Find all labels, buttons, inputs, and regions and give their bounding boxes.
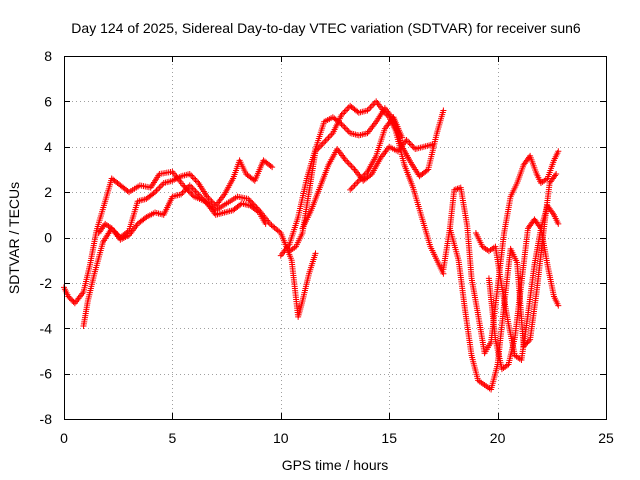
data-point-fill [344, 127, 351, 134]
series-trace-j [472, 202, 562, 364]
data-point [553, 170, 560, 177]
data-point-fill [345, 160, 352, 167]
data-point-fill [67, 296, 74, 303]
data-point-fill [354, 179, 361, 186]
x-tick-label: 0 [60, 430, 68, 446]
data-point-fill [69, 297, 76, 304]
data-point [555, 220, 562, 227]
data-point-fill [367, 104, 374, 111]
data-point [321, 139, 328, 146]
data-point-fill [66, 294, 73, 301]
series-trace-f [299, 136, 436, 232]
data-point-fill [361, 171, 368, 178]
data-point-fill [352, 180, 359, 187]
data-point-fill [342, 107, 349, 114]
y-axis-label: SDTVAR / TECUs [6, 182, 22, 294]
data-point [312, 250, 319, 257]
series-trace-e [286, 98, 447, 277]
data-point-fill [189, 192, 196, 199]
data-point-fill [187, 189, 194, 196]
y-tick-label: 6 [44, 93, 52, 109]
data-point [429, 141, 436, 148]
data-point [440, 107, 447, 114]
y-tick-label: 2 [44, 184, 52, 200]
data-point-fill [319, 140, 326, 147]
data-point-fill [246, 197, 253, 204]
data-point-fill [351, 182, 358, 189]
data-point-fill [157, 183, 164, 190]
data-point-fill [347, 161, 354, 168]
data-point-fill [348, 163, 355, 170]
data-point [269, 164, 276, 171]
data-point-fill [350, 164, 357, 171]
data-point-fill [423, 167, 430, 174]
data-point-fill [410, 144, 417, 151]
y-tick-label: 8 [44, 48, 52, 64]
x-tick-label: 15 [381, 430, 397, 446]
data-point-fill [325, 134, 332, 141]
data-points [61, 98, 562, 393]
data-point-fill [156, 184, 163, 191]
data-point-fill [406, 139, 413, 146]
y-tick-label: -6 [40, 366, 53, 382]
data-point-fill [342, 125, 349, 132]
y-tick-label: 4 [44, 139, 52, 155]
data-point [399, 134, 406, 141]
series-trace-g [347, 114, 406, 193]
y-tick-label: -4 [40, 320, 53, 336]
series-trace-i [446, 170, 560, 393]
series-trace-c [95, 182, 269, 243]
data-point-fill [339, 122, 346, 129]
data-point [65, 293, 72, 300]
x-axis-ticks: 0 5 10 15 20 25 [60, 56, 614, 446]
data-point-fill [188, 172, 195, 179]
data-point-fill [141, 215, 148, 222]
series-trace-d [277, 105, 447, 259]
data-point-fill [368, 102, 375, 109]
chart-title: Day 124 of 2025, Sidereal Day-to-day VTE… [71, 20, 581, 36]
x-tick-label: 25 [598, 430, 614, 446]
data-point-fill [254, 208, 261, 215]
x-tick-label: 5 [169, 430, 177, 446]
data-point-fill [153, 187, 160, 194]
data-point [347, 186, 354, 193]
series-trace-h [440, 148, 562, 357]
data-point-fill [267, 163, 274, 170]
data-point-fill [154, 186, 161, 193]
data-point-fill [326, 133, 333, 140]
data-point [555, 148, 562, 155]
data-point-fill [370, 101, 377, 108]
data-point-fill [191, 175, 198, 182]
data-point-fill [324, 136, 331, 143]
series-trace-k [485, 216, 562, 373]
data-point [180, 182, 187, 189]
data-point-fill [247, 198, 254, 205]
x-tick-label: 20 [490, 430, 506, 446]
data-point-fill [192, 177, 199, 184]
data-point [245, 195, 252, 202]
x-tick-label: 10 [273, 430, 289, 446]
y-axis-ticks: -8 -6 -4 -2 0 2 4 6 8 [40, 48, 606, 427]
series-trace-b [80, 157, 276, 329]
data-point-fill [189, 185, 196, 192]
data-point-fill [407, 141, 414, 148]
data-point-fill [341, 108, 348, 115]
y-tick-label: -8 [40, 411, 53, 427]
y-tick-label: 0 [44, 230, 52, 246]
x-axis-label: GPS time / hours [282, 457, 389, 473]
y-tick-label: -2 [40, 275, 53, 291]
data-point-fill [344, 158, 351, 165]
data-point-fill [150, 190, 157, 197]
data-point-fill [188, 190, 195, 197]
data-point [555, 302, 562, 309]
data-point [262, 220, 269, 227]
data-point-fill [322, 137, 329, 144]
data-point-fill [348, 185, 355, 192]
data-point-fill [341, 124, 348, 131]
data-point-fill [350, 183, 357, 190]
plot-frame [64, 56, 607, 420]
